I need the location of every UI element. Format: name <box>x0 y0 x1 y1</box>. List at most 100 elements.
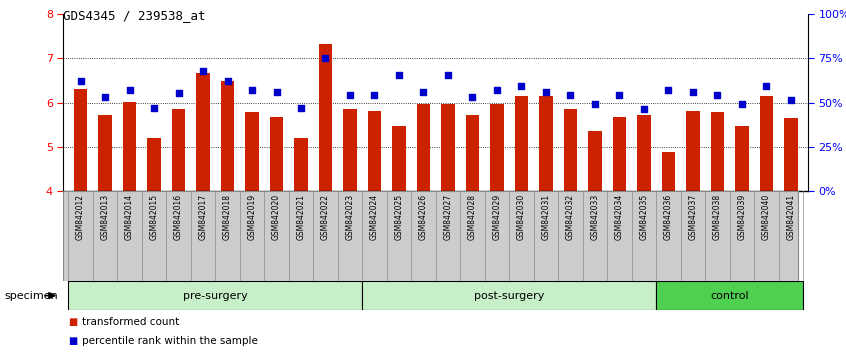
Bar <box>563 109 577 191</box>
Text: GSM842018: GSM842018 <box>223 194 232 240</box>
Bar <box>123 102 136 191</box>
Text: GSM842037: GSM842037 <box>689 194 697 240</box>
Point <box>563 92 577 98</box>
Bar <box>637 115 651 191</box>
Bar <box>711 112 724 191</box>
Text: pre-surgery: pre-surgery <box>183 291 248 301</box>
Point <box>368 92 382 98</box>
Text: control: control <box>711 291 749 301</box>
Bar <box>662 152 675 191</box>
Bar <box>294 138 308 191</box>
Point <box>662 87 675 93</box>
Bar <box>221 81 234 191</box>
Point <box>393 73 406 78</box>
Bar <box>74 89 87 191</box>
Bar <box>172 109 185 191</box>
Point <box>270 89 283 95</box>
Bar <box>69 281 362 310</box>
Bar <box>656 281 803 310</box>
Bar <box>613 117 626 191</box>
Point <box>514 83 528 89</box>
Text: GSM842023: GSM842023 <box>345 194 354 240</box>
Text: GSM842013: GSM842013 <box>101 194 110 240</box>
Point <box>637 107 651 112</box>
Text: percentile rank within the sample: percentile rank within the sample <box>82 336 258 346</box>
Text: transformed count: transformed count <box>82 317 179 327</box>
Bar <box>588 131 602 191</box>
Text: GSM842035: GSM842035 <box>640 194 648 240</box>
Point <box>319 56 332 61</box>
Bar <box>368 110 382 191</box>
Text: GSM842038: GSM842038 <box>713 194 722 240</box>
Bar <box>393 126 406 191</box>
Bar <box>362 281 656 310</box>
Point <box>588 101 602 107</box>
Text: GSM842033: GSM842033 <box>591 194 599 240</box>
Text: GSM842041: GSM842041 <box>786 194 795 240</box>
Bar <box>98 115 112 191</box>
Text: GSM842040: GSM842040 <box>761 194 771 240</box>
Point <box>245 87 259 93</box>
Bar <box>245 112 259 191</box>
Text: GSM842030: GSM842030 <box>517 194 526 240</box>
Text: GDS4345 / 239538_at: GDS4345 / 239538_at <box>63 9 206 22</box>
Text: post-surgery: post-surgery <box>474 291 544 301</box>
Point <box>686 89 700 95</box>
Point <box>172 90 185 96</box>
Bar <box>514 96 528 191</box>
Point <box>294 105 308 111</box>
Point <box>196 68 210 74</box>
Bar <box>465 115 479 191</box>
Text: GSM842020: GSM842020 <box>272 194 281 240</box>
Bar <box>539 96 552 191</box>
Bar <box>147 138 161 191</box>
Point <box>147 105 161 111</box>
Text: GSM842032: GSM842032 <box>566 194 575 240</box>
Point <box>123 87 136 93</box>
Text: GSM842036: GSM842036 <box>664 194 673 240</box>
Point <box>490 87 503 93</box>
Text: GSM842031: GSM842031 <box>541 194 551 240</box>
Bar <box>417 103 430 191</box>
Text: specimen: specimen <box>4 291 58 301</box>
Text: GSM842015: GSM842015 <box>150 194 158 240</box>
Point <box>784 98 798 103</box>
Bar <box>442 103 454 191</box>
Text: GSM842025: GSM842025 <box>394 194 404 240</box>
Text: GSM842012: GSM842012 <box>76 194 85 240</box>
Bar <box>196 73 210 191</box>
Point <box>74 79 87 84</box>
Text: GSM842016: GSM842016 <box>174 194 183 240</box>
Point <box>441 73 454 78</box>
Point <box>221 79 234 84</box>
Text: GSM842019: GSM842019 <box>248 194 256 240</box>
Text: GSM842028: GSM842028 <box>468 194 477 240</box>
Bar <box>270 117 283 191</box>
Point <box>343 92 357 98</box>
Text: GSM842039: GSM842039 <box>738 194 746 240</box>
Point <box>417 89 431 95</box>
Bar <box>343 109 357 191</box>
Bar <box>490 103 503 191</box>
Point <box>465 95 479 100</box>
Bar <box>760 96 773 191</box>
Bar <box>319 44 332 191</box>
Text: GSM842021: GSM842021 <box>296 194 305 240</box>
Point <box>98 95 112 100</box>
Point <box>735 101 749 107</box>
Text: GSM842034: GSM842034 <box>615 194 624 240</box>
Text: GSM842022: GSM842022 <box>321 194 330 240</box>
Point <box>539 89 552 95</box>
Text: GSM842029: GSM842029 <box>492 194 502 240</box>
Bar <box>686 110 700 191</box>
Text: GSM842027: GSM842027 <box>443 194 453 240</box>
Text: ■: ■ <box>68 336 77 346</box>
Bar <box>784 118 798 191</box>
Text: GSM842017: GSM842017 <box>199 194 207 240</box>
Point <box>760 83 773 89</box>
Bar <box>735 126 749 191</box>
Point <box>711 92 724 98</box>
Text: GSM842026: GSM842026 <box>419 194 428 240</box>
Text: GSM842014: GSM842014 <box>125 194 134 240</box>
Text: ■: ■ <box>68 317 77 327</box>
